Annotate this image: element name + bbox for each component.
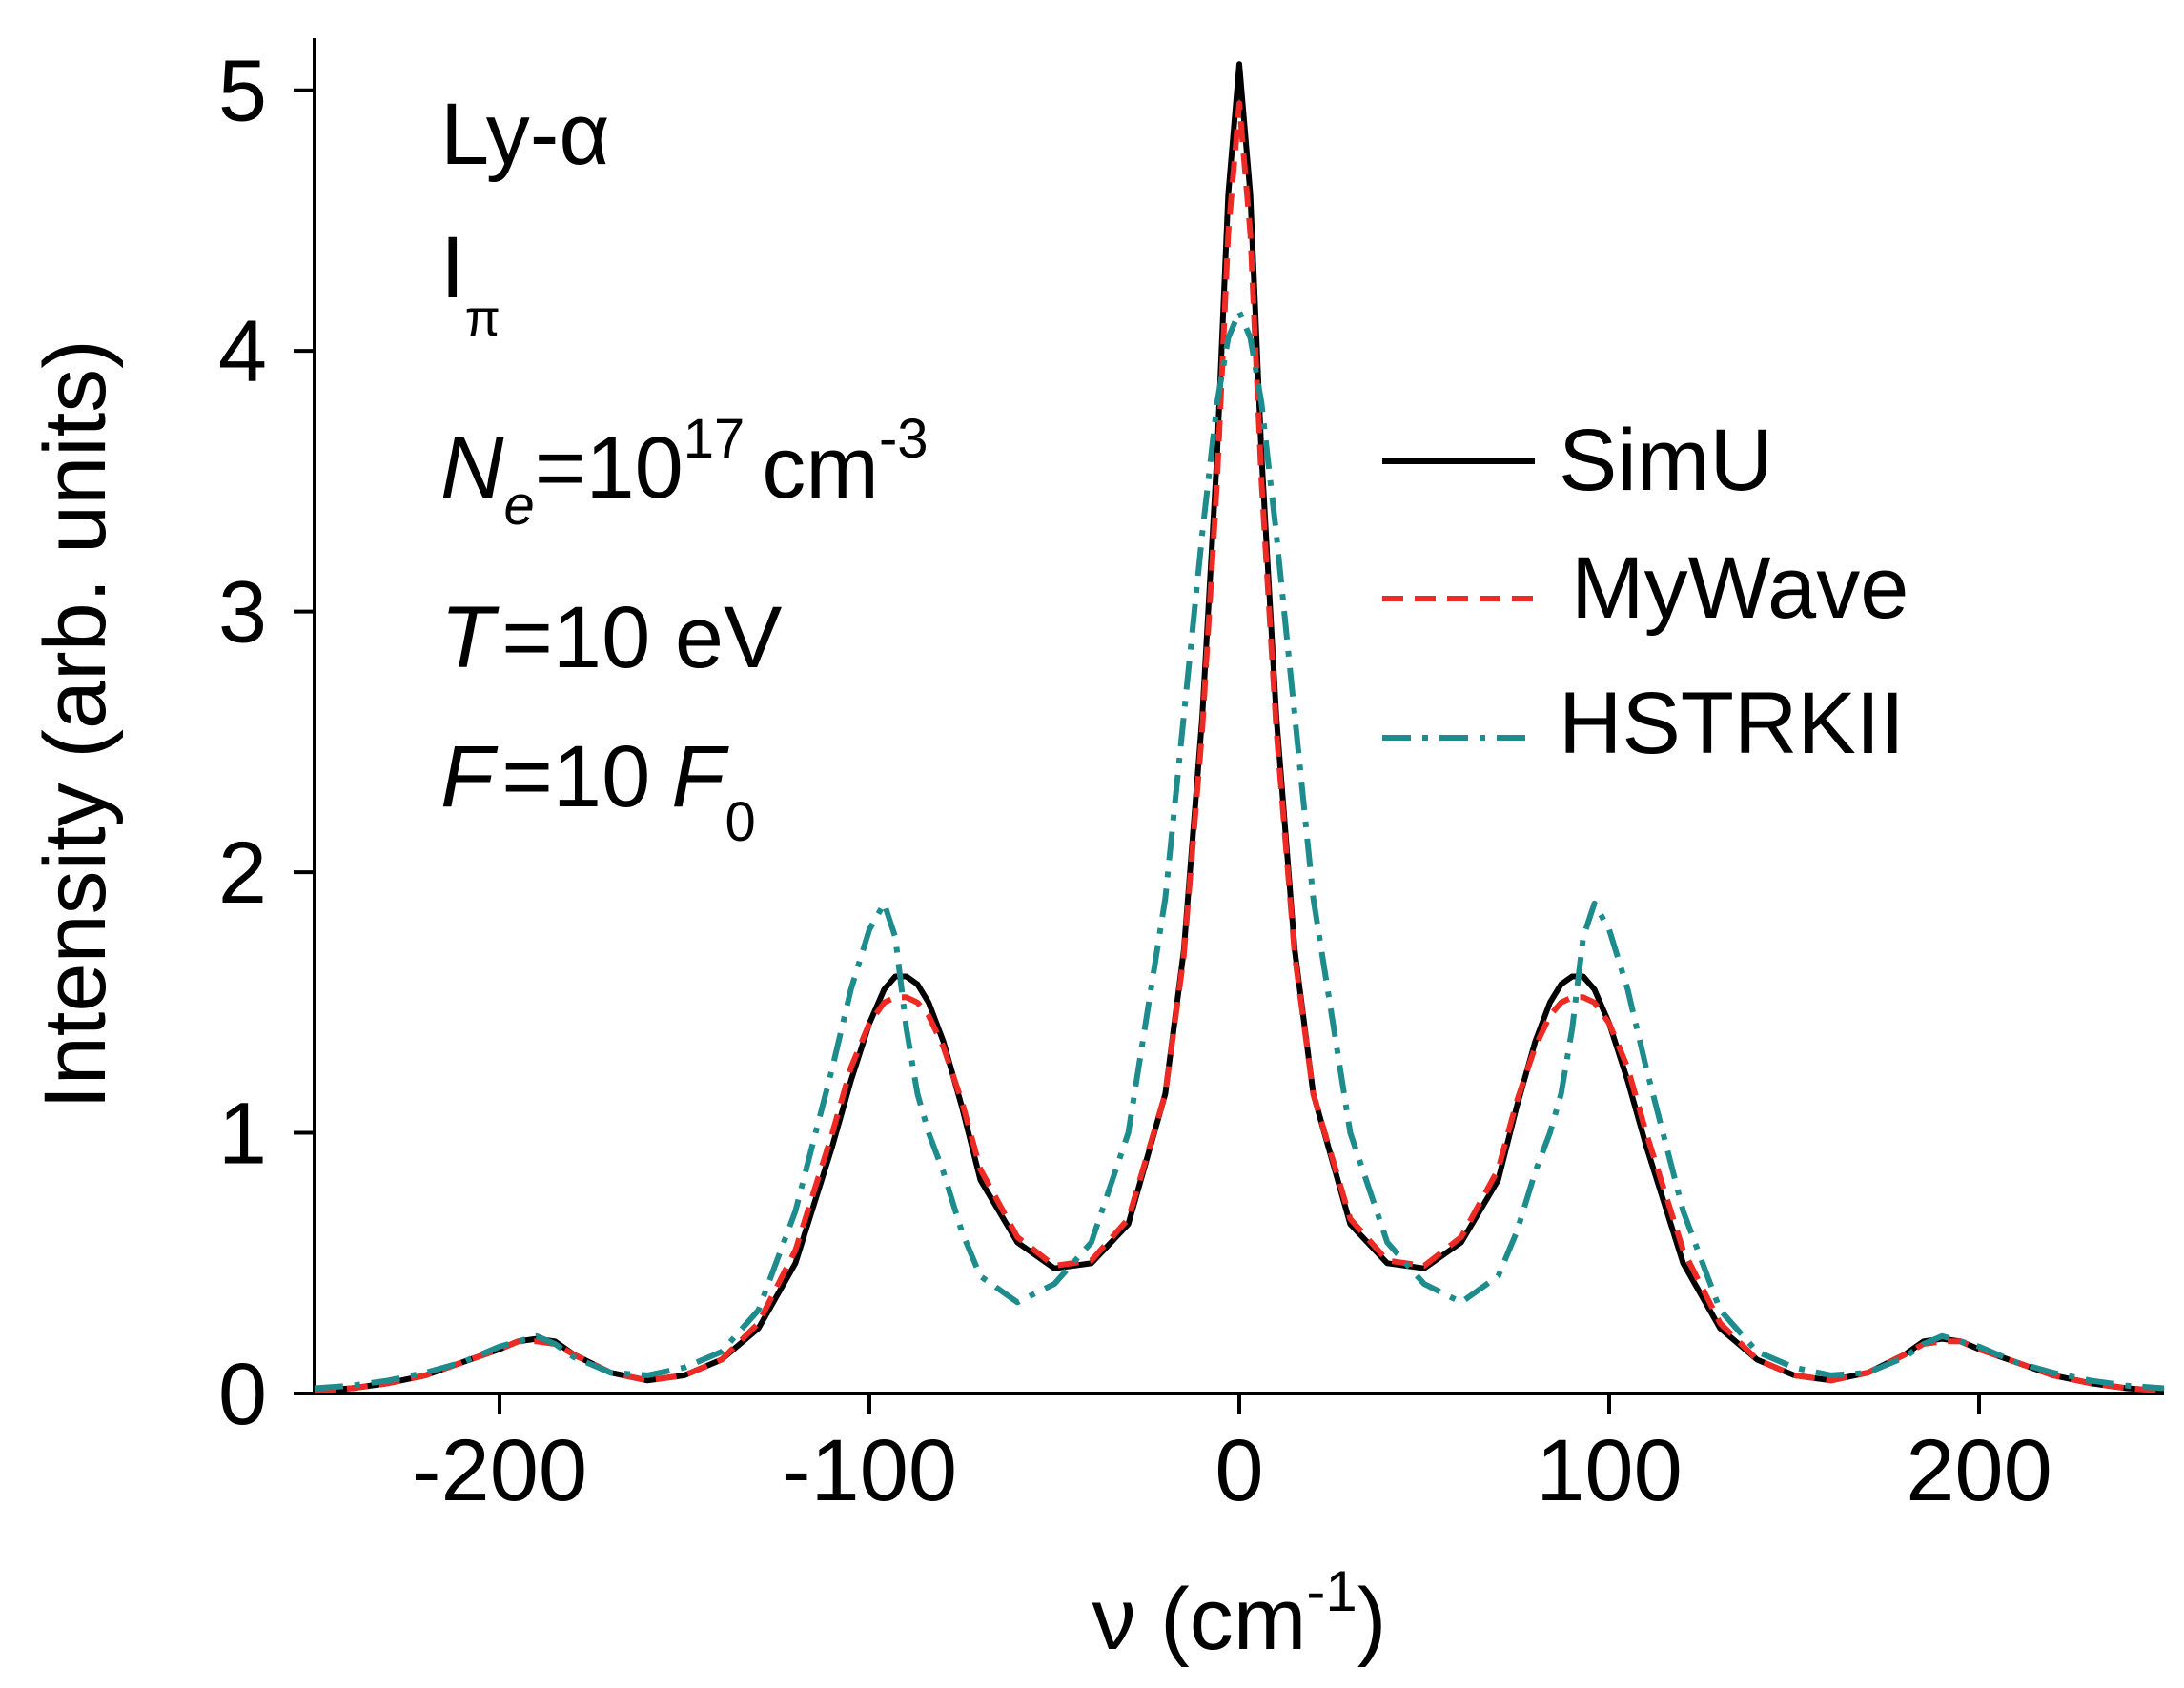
annotation-density-eq: =10 bbox=[535, 419, 684, 517]
x-axis-label-sup: -1 bbox=[1306, 1559, 1357, 1623]
x-tick-label: 200 bbox=[1906, 1422, 2052, 1519]
annotation-field: F=10 F0 bbox=[440, 728, 756, 853]
y-tick-label: 3 bbox=[218, 564, 267, 661]
annotation-temperature-value: =10 eV bbox=[501, 589, 782, 686]
annotation-polarization: Iπ bbox=[440, 219, 500, 347]
y-tick-label: 1 bbox=[218, 1086, 267, 1183]
ticks: -200 -100 0 100 200 0 1 2 3 4 5 bbox=[218, 43, 2052, 1519]
legend-label-mywave: MyWave bbox=[1571, 539, 1908, 637]
x-axis-label-end: ) bbox=[1357, 1571, 1387, 1668]
y-tick-label: 2 bbox=[218, 824, 267, 922]
x-axis-label: ν (cm-1) bbox=[1092, 1559, 1387, 1668]
annotation-polarization-sub: π bbox=[465, 290, 500, 347]
x-tick-label: 100 bbox=[1536, 1422, 1683, 1519]
series-group bbox=[314, 61, 2165, 1394]
annotation-density-symbol: N bbox=[440, 419, 504, 517]
legend: SimU MyWave HSTRKII bbox=[1382, 412, 1908, 772]
annotation-field-symbol: F bbox=[440, 728, 499, 825]
annotation-density-unit: cm bbox=[762, 419, 879, 517]
legend-label-hstrkii: HSTRKII bbox=[1559, 675, 1905, 772]
annotation-temperature-symbol: T bbox=[440, 589, 500, 686]
legend-label-simu: SimU bbox=[1559, 412, 1773, 509]
y-tick-label: 5 bbox=[218, 43, 267, 140]
y-tick-label: 0 bbox=[218, 1346, 267, 1443]
annotation-field-unit-sub: 0 bbox=[725, 791, 755, 853]
annotation-field-unit: F bbox=[671, 728, 729, 825]
annotation-field-eq: =10 bbox=[501, 728, 650, 825]
plot-area: -200 -100 0 100 200 0 1 2 3 4 5 bbox=[218, 38, 2165, 1519]
series-line-mywave bbox=[314, 100, 2165, 1394]
annotation-temperature: T=10 eV bbox=[440, 589, 782, 686]
series-line-hstrkii bbox=[314, 309, 2165, 1392]
annotation-density: Ne=1017 cm-3 bbox=[440, 408, 929, 537]
y-axis-label: Intensity (arb. units) bbox=[27, 339, 124, 1109]
annotation-line: Ly-α bbox=[440, 86, 610, 183]
annotation-block: Ly-α Iπ Ne=1017 cm-3 T=10 eV F=10 F0 bbox=[440, 86, 929, 853]
y-tick-label: 4 bbox=[218, 303, 267, 400]
annotation-density-exp: 17 bbox=[684, 408, 745, 470]
annotation-density-unit-exp: -3 bbox=[879, 408, 929, 470]
x-axis-label-main: ν (cm bbox=[1092, 1571, 1307, 1668]
annotation-density-sub: e bbox=[503, 475, 534, 537]
annotation-polarization-symbol: I bbox=[440, 219, 465, 316]
x-tick-label: -200 bbox=[412, 1422, 587, 1519]
x-tick-label: -100 bbox=[782, 1422, 957, 1519]
x-tick-label: 0 bbox=[1214, 1422, 1263, 1519]
